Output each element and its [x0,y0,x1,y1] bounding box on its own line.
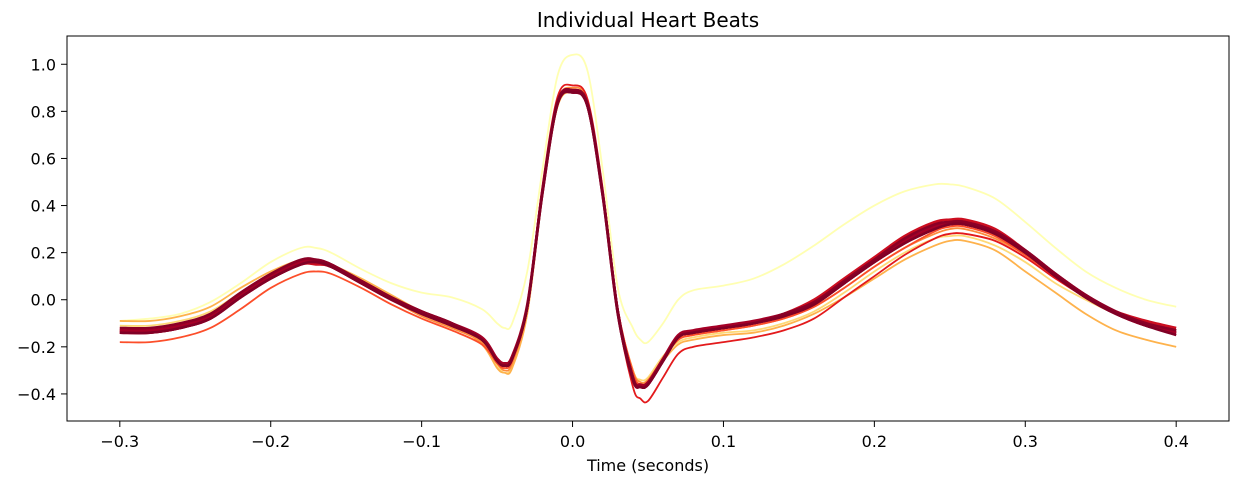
beat-line-12 [119,90,1177,389]
y-axis: −0.4 −0.2 0.0 0.2 0.4 0.6 0.8 1.0 [17,55,67,404]
x-tick-label: −0.3 [100,432,139,451]
y-tick-label: 0.8 [31,102,56,121]
y-tick-label: 0.0 [31,291,56,310]
y-tick-label: −0.2 [17,338,56,357]
y-tick-label: 0.4 [31,197,56,216]
beat-line-1 [119,53,1177,345]
lines-layer [119,53,1177,404]
x-tick-label: 0.1 [711,432,736,451]
x-tick-label: 0.4 [1163,432,1188,451]
y-tick-label: 1.0 [31,55,56,74]
plot-frame [66,35,1230,422]
y-tick-label: −0.4 [17,385,56,404]
x-axis: −0.3 −0.2 −0.1 0.0 0.1 0.2 0.3 0.4 [100,421,1189,451]
x-tick-label: 0.2 [862,432,887,451]
y-tick-label: 0.2 [31,244,56,263]
x-tick-label: −0.2 [251,432,290,451]
x-tick-label: 0.0 [560,432,585,451]
chart-title: Individual Heart Beats [537,8,759,32]
x-tick-label: 0.3 [1013,432,1038,451]
x-axis-label: Time (seconds) [586,456,709,475]
y-tick-label: 0.6 [31,149,56,168]
x-tick-label: −0.1 [402,432,441,451]
